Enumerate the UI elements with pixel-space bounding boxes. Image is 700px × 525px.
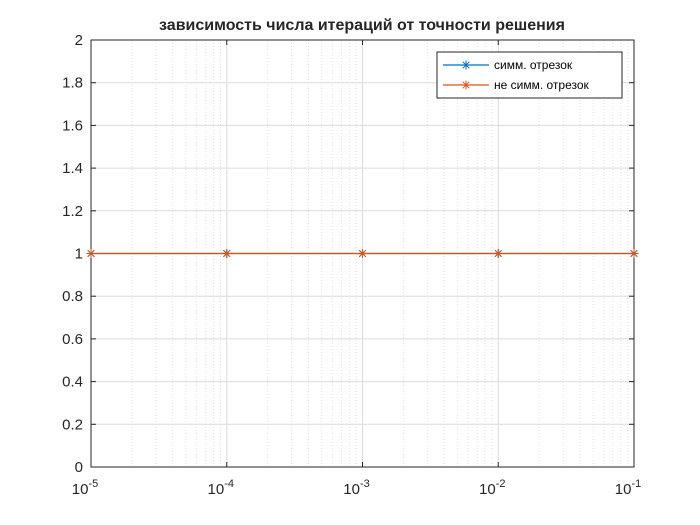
y-tick-label: 0.8	[62, 288, 83, 305]
legend-item: симм. отрезок	[443, 58, 573, 72]
legend-label: симм. отрезок	[494, 58, 573, 72]
y-tick-label: 0.2	[62, 416, 83, 433]
data-point-marker	[629, 249, 639, 258]
legend-marker	[461, 80, 471, 90]
x-tick-label: 10-5	[72, 478, 98, 498]
y-tick-label: 1.6	[62, 117, 83, 134]
y-tick-label: 1.2	[62, 203, 83, 220]
y-tick-label: 0.6	[62, 331, 83, 348]
legend-label: не симм. отрезок	[494, 78, 590, 92]
legend: симм. отрезок не симм. отрезок	[436, 51, 623, 99]
legend-marker	[461, 60, 471, 70]
y-tick-label: 0.4	[62, 374, 83, 391]
x-tick-label: 10-2	[479, 478, 505, 498]
legend-item: не симм. отрезок	[443, 78, 590, 92]
x-tick-label: 10-3	[343, 478, 369, 498]
data-point-marker	[222, 249, 232, 258]
data-point-marker	[358, 249, 367, 258]
chart-title: зависимость числа итераций от точности р…	[159, 17, 565, 34]
y-tick-label: 1.8	[62, 75, 83, 92]
x-axis: 10-5 10-4 10-3 10-2 10-1	[72, 40, 641, 498]
series-2	[86, 249, 639, 258]
x-tick-label: 10-1	[615, 478, 641, 498]
y-tick-label: 0	[75, 459, 83, 476]
y-tick-label: 1.4	[62, 160, 83, 177]
y-tick-label: 1	[75, 246, 83, 263]
y-tick-label: 2	[75, 32, 83, 49]
series-layer	[86, 249, 639, 258]
data-point-marker	[493, 249, 503, 258]
x-tick-label: 10-4	[208, 478, 234, 498]
data-point-marker	[86, 249, 96, 258]
legend-box	[436, 51, 623, 99]
y-axis: 0 0.2 0.4 0.6 0.8 1 1.2 1.4 1.6 1.8 2	[62, 32, 634, 476]
